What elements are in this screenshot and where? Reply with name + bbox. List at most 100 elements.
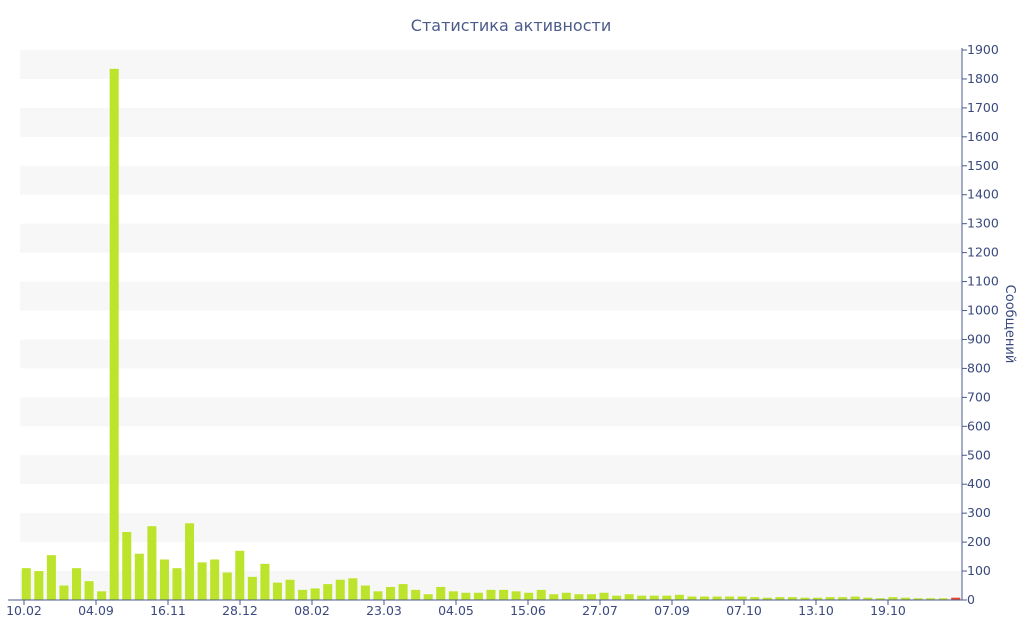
y-tick-label: 1500 [967, 158, 999, 173]
bar [900, 597, 910, 600]
y-tick-label: 1900 [967, 42, 999, 57]
grid-bands [20, 50, 962, 600]
bar [197, 562, 207, 600]
bar [775, 597, 785, 600]
y-tick-label: 1300 [967, 216, 999, 231]
bar [813, 597, 823, 600]
bar [762, 597, 772, 600]
y-tick-label: 600 [967, 418, 991, 433]
bar [298, 589, 308, 600]
bar [687, 596, 697, 600]
y-tick-label: 300 [967, 505, 991, 520]
bar [448, 591, 458, 600]
x-tick-label: 07.09 [654, 603, 690, 618]
bar [473, 592, 483, 600]
bar [712, 596, 722, 600]
bar [436, 586, 446, 600]
y-tick-label: 0 [967, 592, 975, 607]
bar [210, 559, 220, 600]
bar [72, 568, 82, 600]
bar [700, 596, 710, 600]
x-tick-label: 15.06 [510, 603, 546, 618]
bar [662, 595, 672, 600]
grid-band [20, 223, 962, 253]
bar [411, 589, 421, 600]
bar [310, 588, 320, 600]
x-tick-label: 07.10 [726, 603, 762, 618]
bar [122, 531, 132, 600]
grid-band [20, 513, 962, 543]
y-tick-label: 1400 [967, 187, 999, 202]
bar [649, 595, 659, 600]
bar [323, 584, 333, 600]
bar [272, 582, 282, 600]
bar [172, 568, 182, 600]
x-tick-label: 13.10 [798, 603, 834, 618]
bar [838, 597, 848, 600]
bar [373, 591, 383, 600]
bar [222, 572, 232, 600]
bar [398, 584, 408, 600]
bar [737, 596, 747, 600]
y-tick-label: 800 [967, 360, 991, 375]
bar [637, 595, 647, 600]
bar [34, 571, 44, 600]
y-tick-label: 200 [967, 534, 991, 549]
y-tick-label: 400 [967, 476, 991, 491]
bar [461, 592, 471, 600]
y-tick-label: 1200 [967, 245, 999, 260]
bar [46, 555, 56, 600]
bar [285, 579, 295, 600]
bar [247, 576, 257, 600]
bar [549, 594, 559, 600]
y-tick-label: 1000 [967, 303, 999, 318]
bar [561, 592, 571, 600]
bar [185, 523, 195, 600]
x-tick-label: 08.02 [294, 603, 330, 618]
bar [926, 598, 936, 600]
bar [511, 591, 521, 600]
bar [21, 568, 31, 600]
y-tick-label: 100 [967, 563, 991, 578]
bar [800, 597, 810, 600]
grid-band [20, 50, 962, 79]
bar [235, 550, 245, 600]
x-tick-label: 19.10 [870, 603, 906, 618]
y-tick-label: 700 [967, 389, 991, 404]
bar [524, 592, 534, 600]
bar [624, 594, 634, 600]
bar [913, 598, 923, 600]
y-tick-label: 500 [967, 447, 991, 462]
bar [725, 596, 735, 600]
bar [599, 592, 609, 600]
bar [787, 597, 797, 600]
x-tick-label: 10.02 [6, 603, 42, 618]
y-tick-label: 900 [967, 331, 991, 346]
x-tick-label: 28.12 [222, 603, 258, 618]
bar [825, 597, 835, 600]
bar [260, 563, 270, 600]
bar [612, 595, 622, 600]
bar [875, 598, 885, 600]
x-tick-label: 27.07 [582, 603, 618, 618]
x-axis: 10.02 04.09 16.11 28.12 08.02 23.03 04.05 15.06… [6, 599, 962, 618]
bar [84, 581, 94, 600]
bar [938, 598, 948, 600]
bar [536, 589, 546, 600]
y-tick-label: 1600 [967, 129, 999, 144]
bar [586, 594, 596, 600]
y-tick-label: 1700 [967, 100, 999, 115]
bar [951, 597, 961, 600]
x-tick-label: 23.03 [366, 603, 402, 618]
bar [147, 526, 157, 600]
y-axis-title: Сообщений [1002, 285, 1017, 364]
grid-band [20, 339, 962, 369]
chart-title: Статистика активности [411, 16, 611, 35]
grid-band [20, 165, 962, 195]
bar [360, 585, 370, 600]
x-tick-label: 04.05 [438, 603, 474, 618]
grid-band [20, 397, 962, 427]
bar [109, 68, 119, 600]
